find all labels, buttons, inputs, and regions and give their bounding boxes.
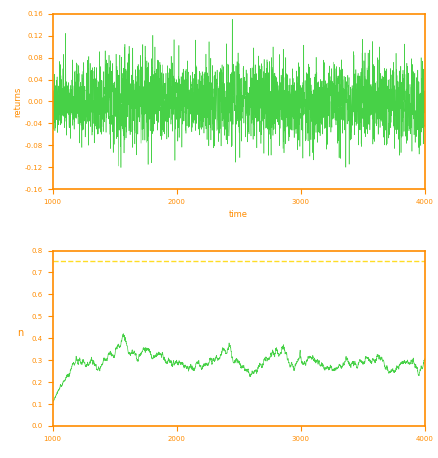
Y-axis label: returns: returns <box>13 86 22 117</box>
X-axis label: time: time <box>229 210 248 219</box>
Y-axis label: n: n <box>18 328 24 338</box>
